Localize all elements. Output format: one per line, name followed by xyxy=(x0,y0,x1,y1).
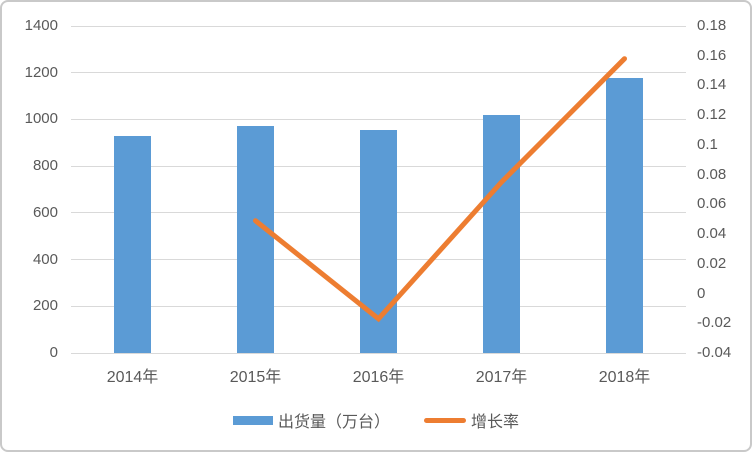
category-tick-label: 2015年 xyxy=(229,369,282,386)
category-tick-label: 2018年 xyxy=(598,369,651,386)
growth-rate-line xyxy=(253,56,627,323)
gridline xyxy=(71,352,686,354)
right-axis-tick-label: -0.04 xyxy=(697,344,732,361)
right-axis-tick-label: 0.02 xyxy=(697,254,727,272)
left-axis-tick-label: 200 xyxy=(32,297,58,315)
legend-item-growth-rate: 增长率 xyxy=(424,408,519,432)
right-axis-tick-label: 0.18 xyxy=(697,17,727,34)
shipments-bar xyxy=(237,125,274,353)
shipments-bar xyxy=(114,136,151,353)
chart-legend: 出货量（万台） 增长率 xyxy=(2,408,750,432)
right-axis-tick-label: 0 xyxy=(697,284,706,302)
legend-label-shipments: 出货量（万台） xyxy=(277,414,390,431)
right-axis-tick-label: -0.02 xyxy=(697,314,732,332)
left-axis-tick-label: 0 xyxy=(49,344,58,361)
category-tick-label: 2016年 xyxy=(352,369,405,386)
left-axis-tick-label: 1000 xyxy=(24,110,58,128)
line-series-swatch xyxy=(424,417,466,423)
gridline xyxy=(71,25,686,27)
category-tick-label: 2014年 xyxy=(106,369,159,386)
right-axis-tick-label: 0.12 xyxy=(697,106,727,124)
legend-label-growth-rate: 增长率 xyxy=(471,414,520,431)
right-axis-tick-label: 0.1 xyxy=(697,135,718,153)
right-axis-tick-label: 0.14 xyxy=(697,76,727,94)
left-axis-tick-label: 800 xyxy=(32,157,58,175)
shipments-bar xyxy=(606,77,643,353)
category-tick-label: 2017年 xyxy=(475,369,528,386)
left-axis-tick-label: 400 xyxy=(32,250,58,268)
right-axis-tick-label: 0.06 xyxy=(697,195,727,213)
left-axis-tick-label: 600 xyxy=(32,203,58,221)
shipments-bar xyxy=(360,130,397,353)
right-axis-tick-label: 0.04 xyxy=(697,225,727,243)
gridline xyxy=(71,72,686,74)
legend-item-shipments: 出货量（万台） xyxy=(232,408,390,432)
right-axis-tick-label: 0.16 xyxy=(697,46,727,64)
gridline xyxy=(71,118,686,120)
left-axis-tick-label: 1400 xyxy=(24,17,58,34)
shipments-bar xyxy=(483,114,520,353)
left-axis-tick-label: 1200 xyxy=(24,63,58,81)
right-axis-tick-label: 0.08 xyxy=(697,165,727,183)
bar-series-swatch xyxy=(232,415,273,425)
